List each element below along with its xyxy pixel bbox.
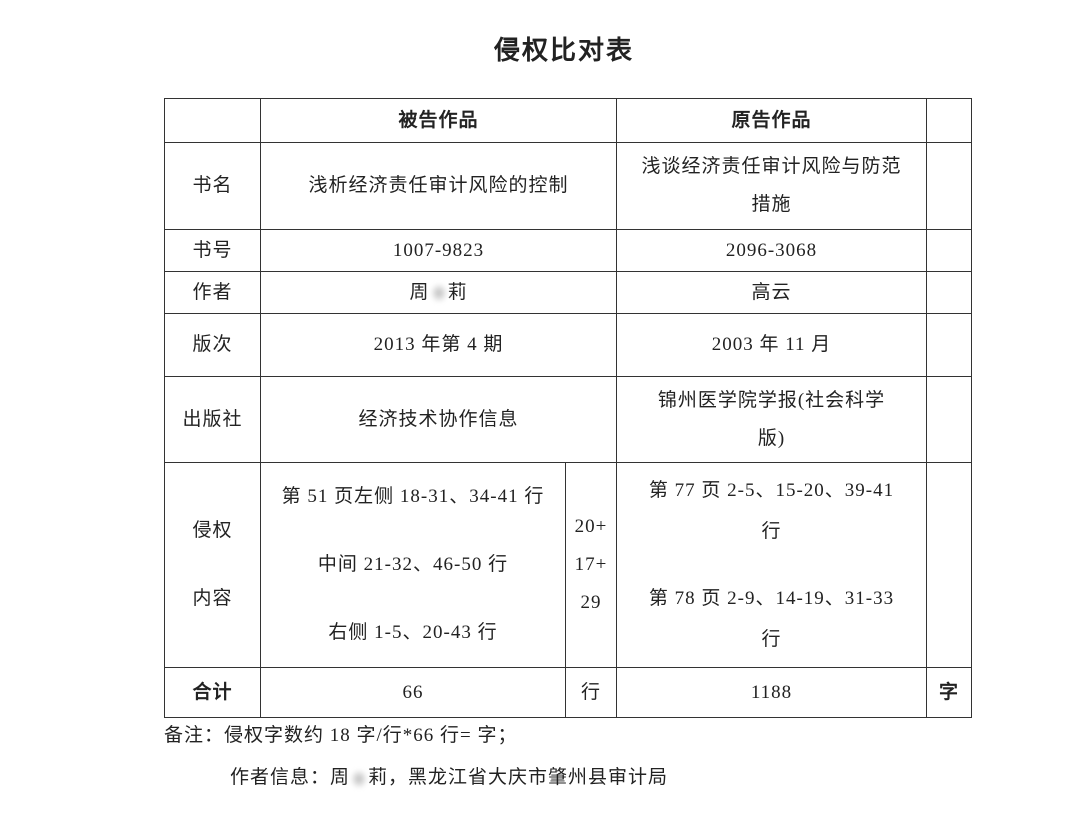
- cell: 20+ 17+ 29: [565, 462, 617, 668]
- cell: 第 51 页左侧 18-31、34-41 行中间 21-32、46-50 行右侧…: [260, 462, 566, 668]
- row-label: 合计: [164, 667, 261, 718]
- defendant-header: 被告作品: [260, 98, 617, 143]
- cell: 经济技术协作信息: [260, 376, 617, 463]
- table-header-row: 被告作品 原告作品: [164, 98, 972, 143]
- cell-line: 20+: [574, 516, 608, 537]
- table-row: 版次 2013 年第 4 期 2003 年 11 月: [164, 313, 972, 377]
- cell-line: 右侧 1-5、20-43 行: [328, 622, 498, 643]
- text: 莉: [447, 281, 468, 303]
- cell: 锦州医学院学报(社会科学 版): [616, 376, 927, 463]
- comparison-table: 被告作品 原告作品 书名 浅析经济责任审计风险的控制 浅谈经济责任审计风险与防范…: [164, 98, 972, 718]
- cell-line: 第 78 页 2-9、14-19、31-33: [648, 588, 895, 609]
- text: 周: [409, 281, 430, 303]
- redaction-blur: [350, 768, 369, 789]
- cell-line: 内容: [192, 588, 233, 609]
- cell: 2096-3068: [616, 229, 927, 272]
- cell-line: 第 51 页左侧 18-31、34-41 行: [281, 486, 545, 507]
- cell-line: 第 77 页 2-5、15-20、39-41: [648, 480, 895, 501]
- text: 作者信息：周: [230, 767, 351, 788]
- page-title: 侵权比对表: [493, 36, 634, 65]
- cell: 高云: [616, 271, 927, 314]
- cell-line: 浅谈经济责任审计风险与防范: [641, 156, 902, 177]
- cell-line: 行: [761, 521, 782, 542]
- cell-line: 中间 21-32、46-50 行: [317, 554, 509, 575]
- cell-line: 29: [580, 592, 602, 613]
- cell-line: 版): [757, 427, 786, 449]
- cell-line: 17+: [574, 554, 608, 575]
- cell-line: 措施: [751, 194, 792, 215]
- table-row: 书号 1007-9823 2096-3068: [164, 229, 972, 272]
- table-row: 书名 浅析经济责任审计风险的控制 浅谈经济责任审计风险与防范 措施: [164, 142, 972, 230]
- cell: 66: [260, 667, 566, 718]
- total-row: 合计 66 行 1188 字: [164, 667, 972, 718]
- row-label: 书名: [164, 142, 261, 230]
- row-label: 作者: [164, 271, 261, 314]
- cell: 浅析经济责任审计风险的控制: [260, 142, 617, 230]
- cell: 行: [565, 667, 617, 718]
- redaction-blur: [429, 283, 448, 304]
- author-info-note: 作者信息：周 莉，黑龙江省大庆市肇州县审计局: [230, 762, 668, 789]
- table-row: 出版社 经济技术协作信息 锦州医学院学报(社会科学 版): [164, 376, 972, 463]
- row-label: 书号: [164, 229, 261, 272]
- cell: 浅谈经济责任审计风险与防范 措施: [616, 142, 927, 230]
- cell: 第 77 页 2-5、15-20、39-41 行第 78 页 2-9、14-19、…: [616, 462, 927, 668]
- cell-line: 行: [761, 629, 782, 650]
- row-label: 出版社: [164, 376, 261, 463]
- table-row: 侵权内容 第 51 页左侧 18-31、34-41 行中间 21-32、46-5…: [164, 462, 972, 668]
- cell: 1188: [616, 667, 927, 718]
- cell: 1007-9823: [260, 229, 617, 272]
- cell-line: 侵权: [192, 520, 233, 541]
- row-label: 版次: [164, 313, 261, 377]
- plaintiff-header: 原告作品: [616, 98, 927, 143]
- row-label: 侵权 内容: [164, 462, 261, 668]
- cell: 2003 年 11 月: [616, 313, 927, 377]
- cell-line: 锦州医学院学报(社会科学: [657, 389, 886, 411]
- table-row: 作者 周莉 高云: [164, 271, 972, 314]
- text: 莉，黑龙江省大庆市肇州县审计局: [368, 767, 669, 788]
- cell: 周莉: [260, 271, 617, 314]
- cell: 2013 年第 4 期: [260, 313, 617, 377]
- cell: 字: [926, 667, 972, 718]
- remark-note: 备注：侵权字数约 18 字/行*66 行= 字；: [164, 725, 518, 746]
